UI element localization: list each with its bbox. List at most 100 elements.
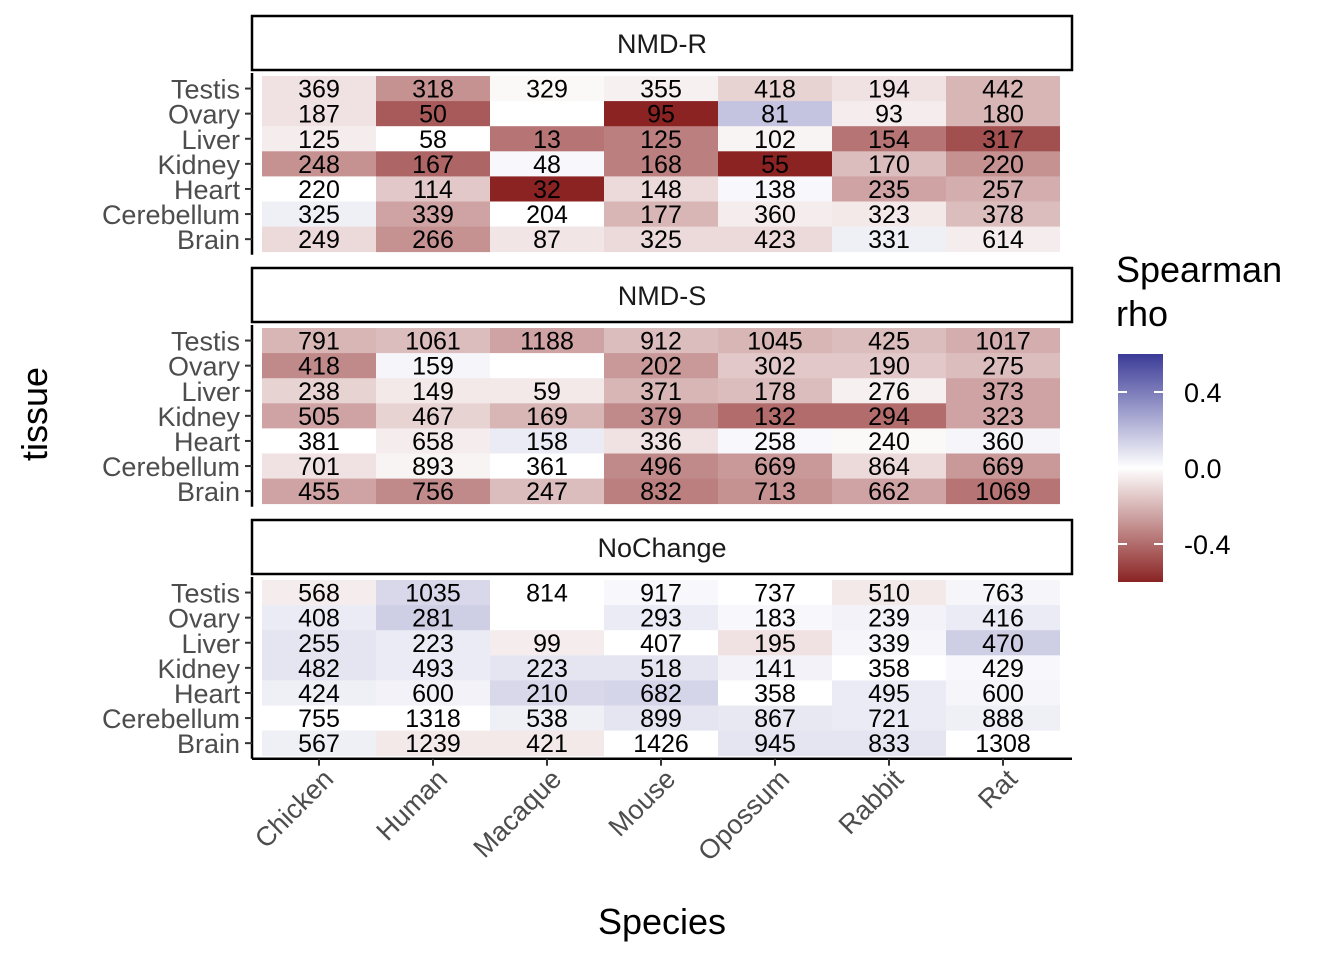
cell-count-label: 1061 (405, 328, 461, 356)
heatmap-cell (946, 478, 1060, 505)
heatmap-cell (832, 353, 946, 379)
x-tick-label: Macaque (467, 764, 567, 864)
cell-count-label: 302 (754, 353, 796, 381)
heatmap-cell (718, 680, 832, 706)
heatmap-cell (718, 630, 832, 656)
cell-count-label: 167 (412, 151, 454, 179)
cell-count-label: 378 (982, 201, 1024, 229)
cell-count-label: 833 (868, 730, 910, 758)
cell-count-label: 701 (298, 453, 340, 481)
cell-count-label: 361 (526, 453, 568, 481)
cell-count-label: 832 (640, 478, 682, 506)
cell-count-label: 248 (298, 151, 340, 179)
cell-count-label: 281 (412, 605, 454, 633)
heatmap-cell (490, 101, 604, 127)
heatmap-cell (262, 353, 376, 379)
heatmap-cell (832, 478, 946, 505)
cell-count-label: 600 (982, 680, 1024, 708)
y-tick-label: Kidney (157, 402, 240, 432)
y-tick-label: Kidney (157, 654, 240, 684)
cell-count-label: 756 (412, 478, 454, 506)
cell-count-label: 416 (982, 605, 1024, 633)
heatmap-cell (490, 580, 604, 606)
heatmap-cell (262, 655, 376, 681)
heatmap-cell (604, 126, 718, 152)
cell-count-label: 159 (412, 353, 454, 381)
heatmap-cell (490, 378, 604, 404)
cell-count-label: 1308 (975, 730, 1031, 758)
cell-count-label: 662 (868, 478, 910, 506)
cell-count-label: 329 (526, 76, 568, 104)
cell-count-label: 408 (298, 605, 340, 633)
cell-count-label: 239 (868, 605, 910, 633)
y-tick-label: Ovary (168, 352, 241, 382)
facet-strip-label: NMD-R (617, 29, 707, 59)
heatmap-cell (490, 126, 604, 152)
heatmap-cell (832, 403, 946, 429)
y-tick-label: Cerebellum (102, 452, 240, 482)
cell-count-label: 102 (754, 126, 796, 154)
heatmap-cell (490, 328, 604, 354)
y-tick-label: Liver (181, 629, 240, 659)
heatmap-cell (376, 403, 490, 429)
cell-count-label: 325 (640, 226, 682, 254)
heatmap-cell (946, 630, 1060, 656)
cell-count-label: 169 (526, 403, 568, 431)
cell-count-label: 187 (298, 101, 340, 129)
heatmap-cell (262, 378, 376, 404)
cell-count-label: 1035 (405, 580, 461, 608)
cell-count-label: 258 (754, 428, 796, 456)
heatmap-cell (262, 76, 376, 102)
cell-count-label: 917 (640, 580, 682, 608)
cell-count-label: 58 (419, 126, 447, 154)
cell-count-label: 190 (868, 353, 910, 381)
cell-count-label: 467 (412, 403, 454, 431)
cell-count-label: 538 (526, 705, 568, 733)
heatmap-cell (376, 655, 490, 681)
cell-count-label: 899 (640, 705, 682, 733)
cell-count-label: 180 (982, 101, 1024, 129)
y-tick-label: Cerebellum (102, 704, 240, 734)
heatmap-cell (718, 151, 832, 177)
heatmap-cell (376, 478, 490, 505)
cell-count-label: 336 (640, 428, 682, 456)
heatmap-cell (946, 605, 1060, 631)
heatmap-cell (262, 453, 376, 479)
heatmap-cell (718, 328, 832, 354)
heatmap-cell (832, 580, 946, 606)
cell-count-label: 1239 (405, 730, 461, 758)
heatmap-cell (262, 630, 376, 656)
heatmap-cell (604, 378, 718, 404)
heatmap-cell (604, 478, 718, 505)
x-tick-label: Chicken (249, 764, 339, 854)
cell-count-label: 455 (298, 478, 340, 506)
cell-count-label: 888 (982, 705, 1024, 733)
y-tick-label: Kidney (157, 150, 240, 180)
facet-strip-label: NMD-S (618, 281, 707, 311)
cell-count-label: 713 (754, 478, 796, 506)
cell-count-label: 418 (754, 76, 796, 104)
cell-count-label: 323 (868, 201, 910, 229)
cell-count-label: 125 (298, 126, 340, 154)
cell-count-label: 424 (298, 680, 340, 708)
heatmap-cell (604, 655, 718, 681)
y-tick-label: Testis (171, 327, 240, 357)
heatmap-cell (718, 730, 832, 757)
cell-count-label: 210 (526, 680, 568, 708)
cell-count-label: 81 (761, 101, 789, 129)
heatmap-cell (832, 605, 946, 631)
cell-count-label: 195 (754, 630, 796, 658)
x-tick-label: Opossum (692, 764, 795, 867)
heatmap-cell (490, 353, 604, 379)
heatmap-cell (376, 353, 490, 379)
cell-count-label: 294 (868, 403, 910, 431)
heatmap-cell (604, 730, 718, 757)
cell-count-label: 323 (982, 403, 1024, 431)
legend-tick-label: 0.4 (1184, 378, 1222, 408)
heatmap-cell (946, 151, 1060, 177)
cell-count-label: 737 (754, 580, 796, 608)
facet-strip (250, 266, 1074, 324)
heatmap-cell (376, 453, 490, 479)
heatmap-cell (718, 76, 832, 102)
